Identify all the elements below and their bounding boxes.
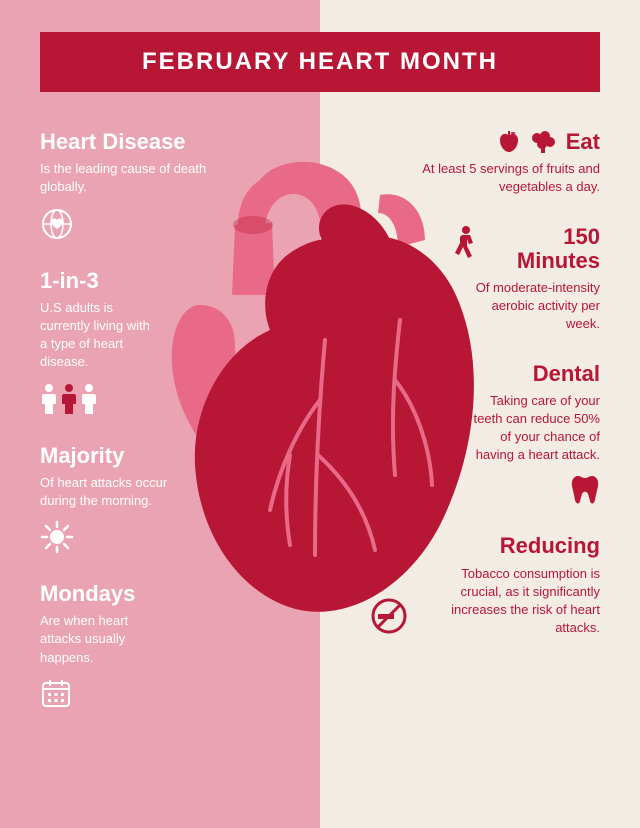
- title-banner: FEBRUARY HEART MONTH: [0, 32, 640, 92]
- section-title: Mondays: [40, 582, 230, 606]
- section-title: Dental: [410, 362, 600, 386]
- section-majority: Majority Of heart attacks occur during t…: [40, 444, 230, 555]
- section-dental: Dental Taking care of your teeth can red…: [410, 362, 600, 507]
- people-icon: [40, 382, 230, 416]
- section-body: Are when heart attacks usually happens.: [40, 612, 170, 667]
- section-reducing: Reducing Tobacco consumption is crucial,…: [410, 534, 600, 635]
- calendar-icon: [40, 677, 230, 709]
- section-title: Majority: [40, 444, 230, 468]
- section-title: Reducing: [410, 534, 600, 558]
- section-title: 1-in-3: [40, 269, 230, 293]
- section-body: Is the leading cause of death globally.: [40, 160, 230, 196]
- section-title: 150 Minutes: [490, 225, 600, 273]
- section-150-minutes: 150 Minutes Of moderate-intensity aerobi…: [410, 225, 600, 334]
- section-mondays: Mondays Are when heart attacks usually h…: [40, 582, 230, 709]
- section-title: Eat: [566, 130, 600, 154]
- fruit-veg-icon: Eat: [410, 130, 600, 154]
- section-body: Of heart attacks occur during the mornin…: [40, 474, 170, 510]
- section-body: Of moderate-intensity aerobic activity p…: [460, 279, 600, 334]
- right-column: Eat At least 5 servings of fruits and ve…: [410, 130, 600, 663]
- section-title: Heart Disease: [40, 130, 230, 154]
- banner-ribbon: FEBRUARY HEART MONTH: [40, 32, 600, 92]
- section-body: Taking care of your teeth can reduce 50%…: [460, 392, 600, 465]
- section-body: U.S adults is currently living with a ty…: [40, 299, 160, 372]
- activity-icon: 150 Minutes: [410, 225, 600, 273]
- globe-heart-icon: [40, 207, 230, 241]
- banner-title: FEBRUARY HEART MONTH: [142, 48, 498, 76]
- tooth-icon: [410, 474, 600, 506]
- left-column: Heart Disease Is the leading cause of de…: [40, 130, 230, 737]
- section-heart-disease: Heart Disease Is the leading cause of de…: [40, 130, 230, 241]
- section-eat: Eat At least 5 servings of fruits and ve…: [410, 130, 600, 197]
- section-one-in-three: 1-in-3 U.S adults is currently living wi…: [40, 269, 230, 416]
- sun-icon: [40, 520, 230, 554]
- section-body: At least 5 servings of fruits and vegeta…: [410, 160, 600, 196]
